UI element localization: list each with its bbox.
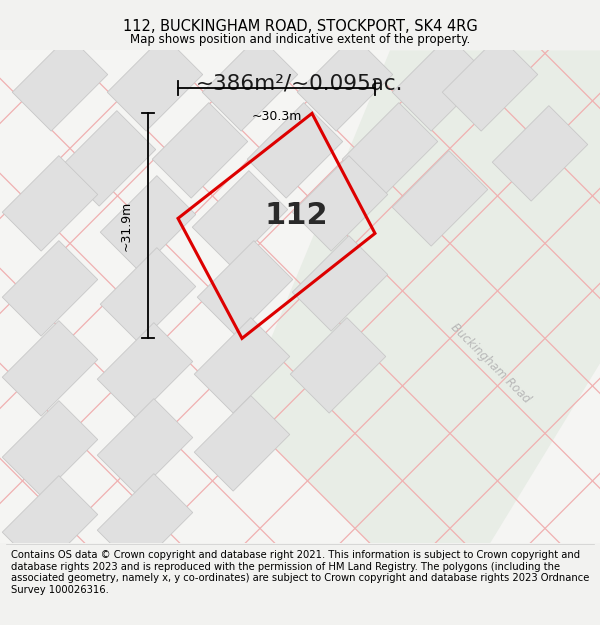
Text: Buckingham Road: Buckingham Road [448,321,532,406]
Polygon shape [442,36,538,131]
Text: ~386m²/~0.095ac.: ~386m²/~0.095ac. [196,73,404,93]
Polygon shape [197,241,293,336]
Polygon shape [97,322,193,418]
Text: ~30.3m: ~30.3m [251,110,302,123]
Polygon shape [100,176,196,271]
Polygon shape [290,318,386,413]
Text: 112: 112 [265,201,329,231]
Polygon shape [492,106,588,201]
Text: 112, BUCKINGHAM ROAD, STOCKPORT, SK4 4RG: 112, BUCKINGHAM ROAD, STOCKPORT, SK4 4RG [122,19,478,34]
Polygon shape [2,241,98,336]
Polygon shape [297,36,393,131]
Polygon shape [152,102,248,198]
Polygon shape [247,102,343,198]
Polygon shape [97,399,193,494]
Polygon shape [107,36,203,131]
Text: Map shows position and indicative extent of the property.: Map shows position and indicative extent… [130,34,470,46]
Polygon shape [2,156,98,251]
Polygon shape [392,151,488,246]
Polygon shape [342,102,438,198]
Polygon shape [392,36,488,131]
Polygon shape [292,236,388,331]
Polygon shape [240,51,600,543]
Polygon shape [60,111,156,206]
Polygon shape [194,396,290,491]
Polygon shape [202,36,298,131]
Text: Contains OS data © Crown copyright and database right 2021. This information is : Contains OS data © Crown copyright and d… [11,550,589,595]
Polygon shape [2,401,98,496]
Polygon shape [2,321,98,416]
Polygon shape [100,248,196,343]
Text: ~31.9m: ~31.9m [119,201,133,251]
Polygon shape [194,318,290,413]
Polygon shape [192,171,288,266]
Polygon shape [97,474,193,569]
Polygon shape [2,476,98,571]
Polygon shape [292,156,388,251]
Polygon shape [12,36,108,131]
